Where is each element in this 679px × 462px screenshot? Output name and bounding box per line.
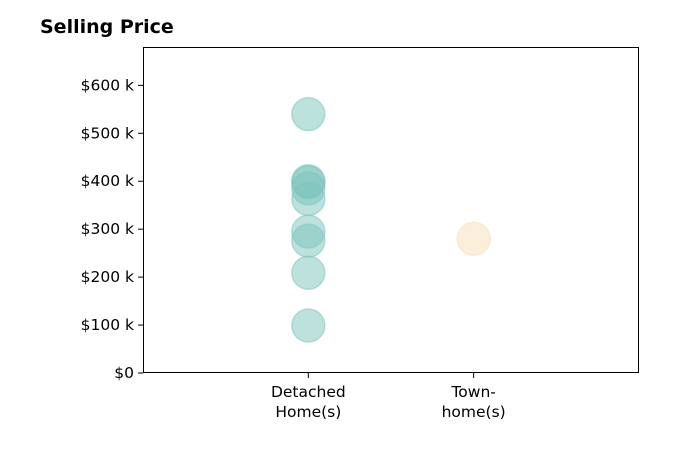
chart-title: Selling Price: [40, 16, 174, 38]
data-point: [291, 255, 326, 291]
x-tick-label: Town-home(s): [442, 383, 506, 421]
data-point: [291, 181, 326, 217]
y-axis: $0 $100 k $200 k $300 k $400 k $500 k $600 k: [81, 76, 143, 382]
y-tick-label: $500 k: [81, 124, 134, 142]
plot-frame: [143, 47, 639, 373]
y-tick-label: $300 k: [81, 220, 134, 238]
y-tick-label: $200 k: [81, 268, 134, 286]
y-tick-label: $600 k: [81, 76, 134, 94]
data-point: [456, 221, 491, 257]
y-tick-label: $100 k: [81, 316, 134, 334]
data-point: [291, 96, 326, 132]
y-tick-label: $0: [114, 364, 134, 382]
data-point: [291, 223, 326, 258]
x-axis: Detached Home(s) Town-home(s): [271, 373, 506, 421]
y-tick-label: $400 k: [81, 172, 134, 190]
points-layer: [291, 96, 491, 343]
x-tick-label: Detached Home(s): [271, 383, 346, 421]
data-point: [291, 308, 326, 343]
